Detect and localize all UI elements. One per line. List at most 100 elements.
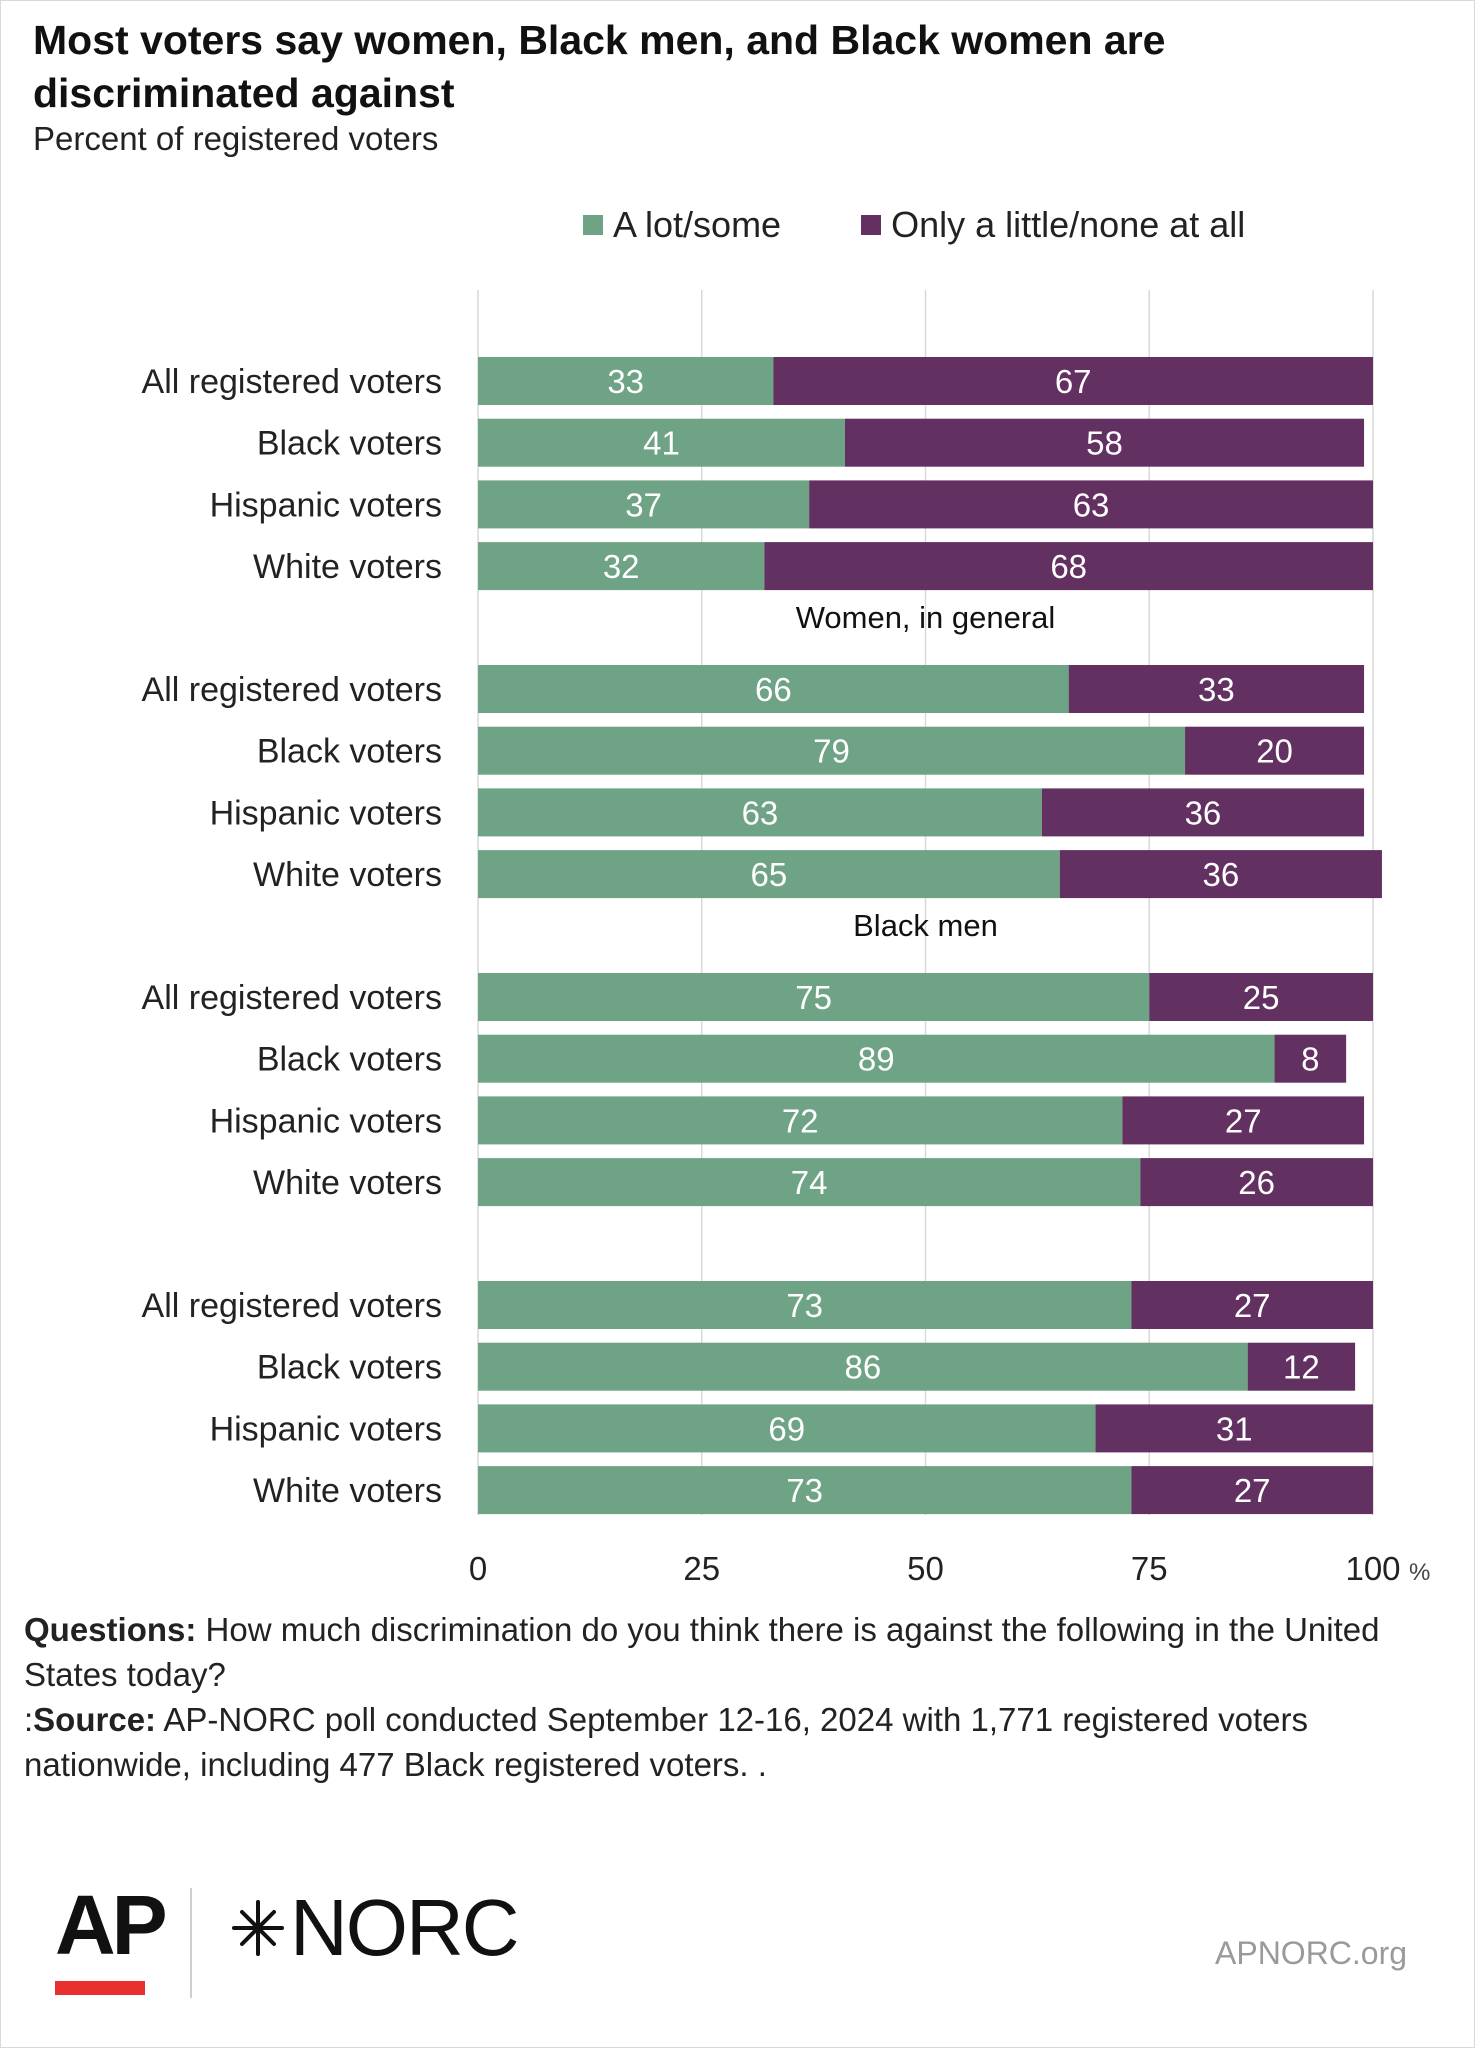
bar-little bbox=[1041, 788, 1365, 837]
bar-a-lot bbox=[478, 1158, 1141, 1207]
data-label-a-lot: 37 bbox=[625, 486, 662, 523]
bar-little bbox=[844, 418, 1365, 467]
ap-logo-bar bbox=[55, 1981, 145, 1995]
bar-a-lot bbox=[478, 418, 845, 467]
data-label-a-lot: 65 bbox=[751, 856, 788, 893]
chart-title: Most voters say women, Black men, and Bl… bbox=[33, 17, 1166, 116]
data-label-a-lot: 33 bbox=[607, 363, 644, 400]
data-label-little: 36 bbox=[1202, 856, 1239, 893]
star-mark-icon bbox=[232, 1900, 284, 1956]
category-label: Hispanic voters bbox=[210, 794, 442, 832]
bar-little bbox=[1068, 665, 1365, 713]
bar-a-lot bbox=[478, 1404, 1096, 1453]
data-label-a-lot: 72 bbox=[782, 1102, 819, 1139]
bar-a-lot bbox=[478, 1034, 1275, 1083]
bar-a-lot bbox=[478, 850, 1060, 899]
x-unit-label: % bbox=[1409, 1559, 1430, 1586]
ap-logo: AP bbox=[55, 1878, 168, 1972]
questions-text: How much discrimination do you think the… bbox=[24, 1611, 1380, 1693]
category-label: All registered voters bbox=[142, 1287, 442, 1325]
category-label: All registered voters bbox=[142, 671, 442, 709]
bar-a-lot bbox=[478, 357, 774, 405]
legend-label-little: Only a little/none at all bbox=[891, 204, 1246, 245]
data-label-little: 63 bbox=[1073, 486, 1110, 523]
logo-divider bbox=[190, 1888, 192, 1998]
data-label-little: 27 bbox=[1234, 1287, 1271, 1324]
legend-swatch-a-lot bbox=[583, 215, 603, 235]
data-label-little: 33 bbox=[1198, 671, 1235, 708]
data-label-little: 12 bbox=[1283, 1349, 1320, 1386]
site-link[interactable]: APNORC.org bbox=[1215, 1935, 1408, 1971]
source-prefix: : bbox=[24, 1701, 34, 1738]
data-label-little: 58 bbox=[1086, 425, 1123, 462]
data-label-little: 67 bbox=[1055, 363, 1092, 400]
x-tick-label: 75 bbox=[1131, 1550, 1168, 1587]
category-label: Hispanic voters bbox=[210, 1410, 442, 1448]
category-label: All registered voters bbox=[142, 979, 442, 1017]
data-label-a-lot: 66 bbox=[755, 671, 792, 708]
category-label: Black voters bbox=[257, 425, 442, 463]
category-label: Black voters bbox=[257, 1349, 442, 1387]
category-label: Hispanic voters bbox=[210, 1102, 442, 1140]
bar-a-lot bbox=[478, 1466, 1132, 1515]
norc-logo: NORC bbox=[230, 1880, 520, 1976]
bar-a-lot bbox=[478, 1281, 1132, 1329]
bar-a-lot bbox=[478, 542, 765, 591]
legend-item-little: Only a little/none at all bbox=[861, 204, 1245, 246]
data-label-a-lot: 41 bbox=[643, 425, 680, 462]
source-label: Source: bbox=[33, 1701, 157, 1738]
category-label: Black voters bbox=[257, 1041, 442, 1079]
category-label: White voters bbox=[253, 548, 442, 586]
bar-little bbox=[1185, 726, 1365, 775]
data-label-little: 25 bbox=[1243, 979, 1280, 1016]
bar-little bbox=[1247, 1342, 1356, 1391]
bar-little bbox=[1274, 1034, 1347, 1083]
data-label-little: 68 bbox=[1050, 548, 1087, 585]
data-label-a-lot: 63 bbox=[742, 794, 779, 831]
chart-subtitle: Percent of registered voters bbox=[33, 120, 439, 157]
data-label-a-lot: 69 bbox=[768, 1410, 805, 1447]
bar-little bbox=[1140, 1158, 1373, 1207]
stacked-bar-chart: All registered voters 33 67 Black voters 41 5… bbox=[142, 290, 1430, 1587]
bar-little bbox=[773, 357, 1373, 405]
source-text: AP-NORC poll conducted September 12-16, … bbox=[24, 1701, 1309, 1783]
data-label-little: 36 bbox=[1185, 794, 1222, 831]
legend-label-a-lot: A lot/some bbox=[613, 204, 782, 245]
data-label-a-lot: 75 bbox=[795, 979, 832, 1016]
data-label-a-lot: 86 bbox=[844, 1349, 881, 1386]
category-label: White voters bbox=[253, 856, 442, 894]
norc-wordmark: NORC bbox=[290, 1883, 520, 1972]
questions-label: Questions: bbox=[24, 1611, 197, 1648]
data-label-a-lot: 32 bbox=[603, 548, 640, 585]
data-label-a-lot: 74 bbox=[791, 1164, 828, 1201]
data-label-a-lot: 89 bbox=[858, 1041, 895, 1078]
category-label: White voters bbox=[253, 1472, 442, 1510]
data-label-little: 31 bbox=[1216, 1410, 1253, 1447]
x-tick-label: 50 bbox=[907, 1550, 944, 1587]
category-label: All registered voters bbox=[142, 363, 442, 401]
bar-a-lot bbox=[478, 1342, 1248, 1391]
bar-little bbox=[1131, 1281, 1373, 1329]
data-label-little: 27 bbox=[1234, 1472, 1271, 1509]
x-tick-label: 25 bbox=[683, 1550, 720, 1587]
bar-a-lot bbox=[478, 788, 1042, 837]
bar-a-lot bbox=[478, 665, 1069, 713]
x-tick-label: 100 bbox=[1345, 1550, 1400, 1587]
bar-a-lot bbox=[478, 726, 1186, 775]
bar-a-lot bbox=[478, 1096, 1123, 1145]
data-label-a-lot: 73 bbox=[786, 1287, 823, 1324]
bar-little bbox=[764, 542, 1373, 591]
legend: A lot/some Only a little/none at all bbox=[583, 200, 1245, 250]
group-label: Women, in general bbox=[796, 600, 1056, 635]
legend-swatch-little bbox=[861, 215, 882, 235]
data-label-little: 26 bbox=[1238, 1164, 1275, 1201]
data-label-little: 8 bbox=[1301, 1041, 1319, 1078]
data-label-little: 20 bbox=[1256, 733, 1293, 770]
bar-little bbox=[1095, 1404, 1373, 1453]
footnote: Questions: How much discrimination do yo… bbox=[24, 1607, 1444, 1787]
group-label: Black men bbox=[853, 908, 998, 943]
category-label: White voters bbox=[253, 1164, 442, 1202]
data-label-a-lot: 79 bbox=[813, 733, 850, 770]
bar-little bbox=[1149, 973, 1373, 1021]
bar-a-lot bbox=[478, 480, 810, 529]
